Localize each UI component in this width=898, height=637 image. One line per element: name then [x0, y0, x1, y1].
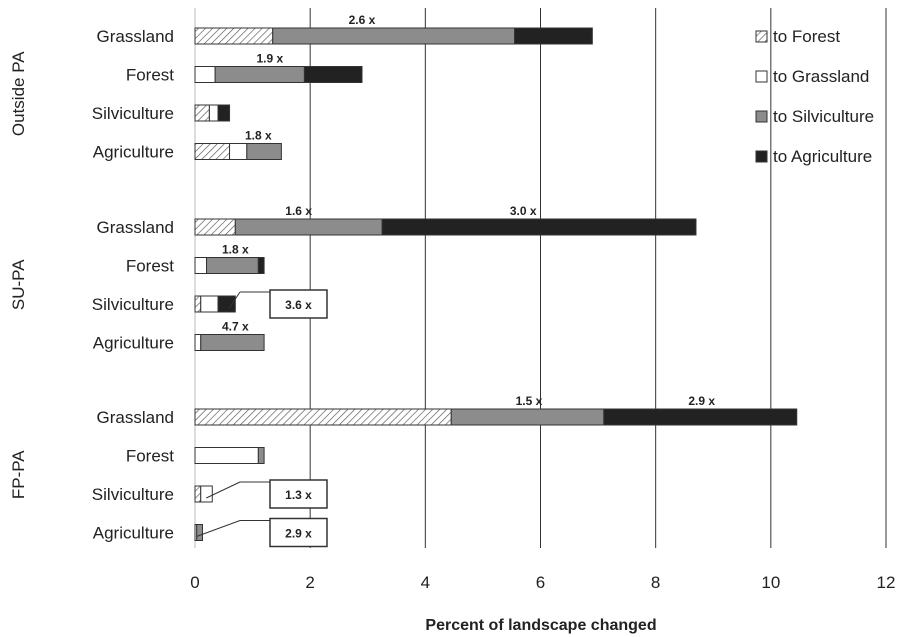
category-label: Grassland [97, 218, 174, 237]
callout-line [196, 520, 241, 537]
group-label: FP-PA [9, 450, 28, 499]
category-label: Agriculture [93, 143, 174, 162]
bar-segment [381, 218, 697, 236]
bar-segment [194, 218, 236, 236]
legend-entry: to Grassland [773, 67, 869, 86]
bar-segment [272, 27, 516, 45]
bars [194, 27, 798, 541]
bar-segment [303, 66, 363, 83]
bar-segment [200, 334, 265, 351]
category-label: Grassland [97, 408, 174, 427]
bar-segment [194, 447, 259, 464]
x-axis-title: Percent of landscape changed [425, 617, 656, 634]
callout-box [269, 479, 328, 509]
bar-segment [194, 408, 452, 426]
legend-swatch [755, 30, 768, 43]
x-tick-label: 12 [877, 573, 896, 592]
bar-segment [194, 104, 210, 122]
bar-segment [194, 66, 216, 83]
category-label: Forest [126, 257, 174, 276]
category-label: Grassland [97, 27, 174, 46]
bar-segment [196, 524, 203, 541]
category-label: Forest [126, 66, 174, 85]
group-label: Outside PA [9, 51, 28, 136]
bar-segment [214, 66, 305, 83]
category-label: Agriculture [93, 524, 174, 543]
category-label: Forest [126, 447, 174, 466]
gridlines [194, 8, 887, 548]
x-tick-label: 8 [651, 573, 660, 592]
bar-segment [514, 27, 593, 45]
bar-segment [200, 295, 219, 313]
legend-entry: to Agriculture [773, 147, 872, 166]
x-axis: 0 2 4 6 8 10 12 [190, 573, 895, 592]
data-label: 1.3 x [285, 488, 312, 502]
bar-segment [217, 295, 236, 313]
bar-segment [194, 334, 202, 351]
bar-segment [194, 257, 208, 274]
data-label: 3.6 x [285, 298, 312, 312]
data-label: 1.9 x [257, 52, 284, 66]
legend-swatch [755, 70, 768, 83]
legend-swatch [755, 150, 768, 163]
x-tick-label: 10 [761, 573, 780, 592]
callout-line [206, 481, 241, 499]
data-label: 1.6 x [285, 204, 312, 218]
legend-entry: to Silviculture [773, 107, 874, 126]
bar-segment [194, 485, 202, 503]
category-label: Agriculture [93, 334, 174, 353]
x-tick-label: 0 [190, 573, 199, 592]
category-labels: Grassland Forest Silviculture Agriculture Ou… [9, 27, 174, 543]
bar-segment [246, 143, 282, 160]
callout-box [269, 517, 328, 548]
data-label: 2.9 x [285, 527, 312, 541]
data-label: 1.8 x [222, 243, 249, 257]
category-label: Silviculture [92, 104, 174, 123]
x-tick-label: 4 [421, 573, 430, 592]
legend-swatch [755, 110, 768, 123]
data-label: 3.0 x [510, 204, 537, 218]
bar-segment [194, 143, 231, 160]
data-label: 1.5 x [516, 394, 543, 408]
callout-line [228, 291, 241, 309]
x-tick-label: 6 [536, 573, 545, 592]
data-label: 4.7 x [222, 320, 249, 334]
bar-segment [194, 27, 274, 45]
bar-segment [194, 295, 202, 313]
bar-segment [200, 485, 213, 503]
data-label: 2.9 x [688, 394, 715, 408]
callout-box [269, 289, 328, 319]
bar-segment [450, 408, 605, 426]
bar-segment [257, 447, 265, 464]
data-label: 1.8 x [245, 129, 272, 143]
category-label: Silviculture [92, 295, 174, 314]
legend-entry: to Forest [773, 27, 840, 46]
bar-segment [229, 143, 248, 160]
bar-segment [603, 408, 798, 426]
annotations: 2.6 x 1.9 x 1.8 x 1.6 x 3.0 x 1.8 x 3.6 x 4.7 x… [196, 13, 715, 548]
bar-segment [257, 257, 265, 274]
category-label: Silviculture [92, 485, 174, 504]
data-label: 2.6 x [349, 13, 376, 27]
bar-segment [206, 257, 259, 274]
bar-segment [234, 218, 383, 236]
x-tick-label: 2 [305, 573, 314, 592]
bar-segment [208, 104, 219, 122]
legend: to Forest to Grassland to Silviculture to A… [755, 27, 874, 166]
group-label: SU-PA [9, 259, 28, 310]
bar-segment [217, 104, 231, 122]
